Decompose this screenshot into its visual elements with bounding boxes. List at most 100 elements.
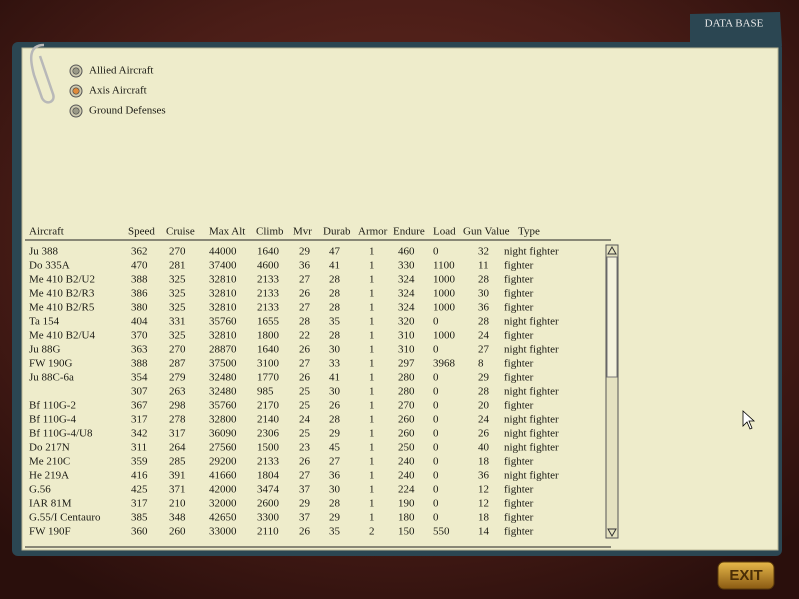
tab-title: DATA BASE xyxy=(705,18,764,30)
aircraft-name[interactable]: FW 190F xyxy=(29,526,71,538)
table-cell: 190 xyxy=(398,498,415,510)
table-cell: 0 xyxy=(433,316,439,328)
table-cell: 280 xyxy=(398,386,415,398)
table-cell: 0 xyxy=(433,344,439,356)
table-cell: 342 xyxy=(131,428,148,440)
table-cell: 371 xyxy=(169,484,186,496)
aircraft-name[interactable]: He 219A xyxy=(29,470,69,482)
table-cell: 1640 xyxy=(257,344,280,356)
table-cell: 28 xyxy=(478,316,490,328)
tab xyxy=(690,12,782,46)
aircraft-name[interactable]: Me 410 B2/U2 xyxy=(29,274,95,286)
table-cell: 307 xyxy=(131,386,148,398)
table-cell: 37 xyxy=(299,484,311,496)
table-cell: 260 xyxy=(398,428,415,440)
table-cell: 29200 xyxy=(209,456,237,468)
table-cell: 26 xyxy=(299,526,311,538)
table-cell: fighter xyxy=(504,302,534,314)
table-cell: night fighter xyxy=(504,344,559,356)
table-cell: 0 xyxy=(433,498,439,510)
table-cell: 1800 xyxy=(257,330,280,342)
aircraft-name[interactable]: Bf 110G-4/U8 xyxy=(29,428,93,440)
table-cell: 14 xyxy=(478,526,490,538)
table-cell: 1 xyxy=(369,484,375,496)
table-cell: 470 xyxy=(131,260,148,272)
table-cell: 250 xyxy=(398,442,415,454)
table-cell: 324 xyxy=(398,288,415,300)
aircraft-name[interactable]: Ju 88G xyxy=(29,344,61,356)
exit-label[interactable]: EXIT xyxy=(729,567,762,584)
table-cell: 28 xyxy=(299,316,311,328)
table-cell: 298 xyxy=(169,400,186,412)
table-cell: 27 xyxy=(329,456,341,468)
table-cell: 41 xyxy=(329,260,340,272)
radio-dot[interactable] xyxy=(72,107,80,115)
table-cell: 317 xyxy=(131,414,148,426)
table-cell: 278 xyxy=(169,414,186,426)
table-cell: 26 xyxy=(299,288,311,300)
paper xyxy=(21,47,779,551)
aircraft-name[interactable]: Do 217N xyxy=(29,442,70,454)
aircraft-name[interactable]: Ju 88C-6a xyxy=(29,372,74,384)
table-cell: 1804 xyxy=(257,470,280,482)
aircraft-name[interactable]: Ta 154 xyxy=(29,316,60,328)
exit-button[interactable]: EXIT xyxy=(717,561,775,590)
table-cell: 359 xyxy=(131,456,148,468)
table-cell: 24 xyxy=(478,414,490,426)
table-cell: night fighter xyxy=(504,470,559,482)
radio-dot[interactable] xyxy=(72,67,80,75)
aircraft-name[interactable]: Me 410 B2/R3 xyxy=(29,288,95,300)
table-cell: 367 xyxy=(131,400,148,412)
aircraft-name[interactable]: Me 410 B2/R5 xyxy=(29,302,95,314)
table-cell: 1 xyxy=(369,470,375,482)
table-cell: 36 xyxy=(299,260,311,272)
table-cell: 27 xyxy=(299,302,311,314)
aircraft-name[interactable]: Ju 388 xyxy=(29,246,59,258)
table-cell: 310 xyxy=(398,344,415,356)
table-cell: 0 xyxy=(433,400,439,412)
table-cell: 0 xyxy=(433,442,439,454)
table-cell: 2 xyxy=(369,526,375,538)
aircraft-name[interactable]: Me 410 B2/U4 xyxy=(29,330,96,342)
exit-button-frame[interactable] xyxy=(717,561,775,590)
table-cell: 32480 xyxy=(209,386,237,398)
table-cell: 0 xyxy=(433,470,439,482)
table-cell: 224 xyxy=(398,484,415,496)
table-cell: 27 xyxy=(478,344,490,356)
table-cell: night fighter xyxy=(504,386,559,398)
table-cell: 325 xyxy=(169,274,186,286)
table-cell: fighter xyxy=(504,400,534,412)
table-cell: 325 xyxy=(169,302,186,314)
aircraft-name[interactable]: Me 210C xyxy=(29,456,70,468)
table-cell: fighter xyxy=(504,288,534,300)
table-cell: 30 xyxy=(329,344,341,356)
table-cell: 28 xyxy=(329,330,341,342)
table-cell: 32 xyxy=(478,246,489,258)
table-cell: 362 xyxy=(131,246,148,258)
table-cell: 150 xyxy=(398,526,415,538)
scroll-thumb[interactable] xyxy=(606,256,618,378)
radio-dot[interactable] xyxy=(72,87,80,95)
table-cell: 26 xyxy=(299,372,311,384)
table-cell: fighter xyxy=(504,512,534,524)
column-header: Gun Value xyxy=(463,226,510,238)
scroll-up[interactable] xyxy=(607,245,617,255)
table-cell: 26 xyxy=(299,456,311,468)
aircraft-name[interactable]: Bf 110G-4 xyxy=(29,414,76,426)
option-label[interactable]: Allied Aircraft xyxy=(89,65,153,77)
aircraft-name[interactable]: Bf 110G-2 xyxy=(29,400,76,412)
table-cell: 1 xyxy=(369,274,375,286)
aircraft-name[interactable]: IAR 81M xyxy=(29,498,72,510)
table-cell: 47 xyxy=(329,246,341,258)
aircraft-name[interactable]: G.55/I Centauro xyxy=(29,512,101,524)
aircraft-name[interactable]: Do 335A xyxy=(29,260,70,272)
table-cell: 388 xyxy=(131,358,148,370)
option-label[interactable]: Axis Aircraft xyxy=(89,85,147,97)
table-cell: 2133 xyxy=(257,288,280,300)
option-label[interactable]: Ground Defenses xyxy=(89,105,166,117)
scroll-down[interactable] xyxy=(607,528,617,538)
aircraft-name[interactable]: G.56 xyxy=(29,484,51,496)
aircraft-name[interactable]: FW 190G xyxy=(29,358,73,370)
table-cell: 2133 xyxy=(257,274,280,286)
table-cell: 41 xyxy=(329,372,340,384)
